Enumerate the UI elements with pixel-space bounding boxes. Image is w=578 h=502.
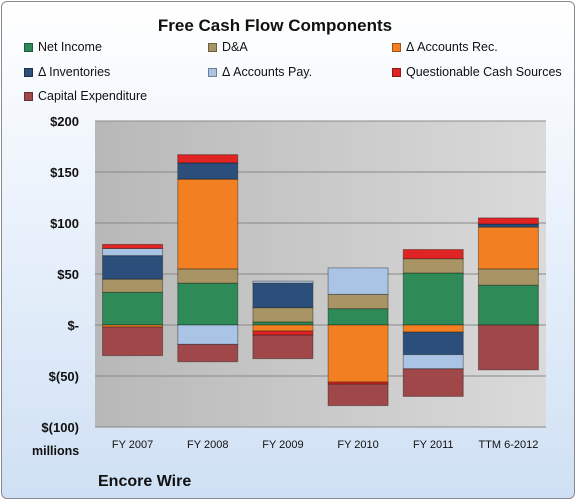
bar-segment [177, 162, 239, 180]
legend-swatch [392, 67, 401, 77]
bar-segment [177, 154, 239, 164]
bar-segment [252, 307, 314, 323]
y-tick-label: $(50) [49, 369, 79, 384]
legend-swatch [24, 91, 33, 101]
units-label: millions [32, 444, 80, 458]
bar-segment [402, 331, 464, 356]
legend-swatch [208, 42, 217, 52]
bar-segment [177, 282, 239, 326]
bar-segment [402, 272, 464, 326]
bar-segment [252, 334, 314, 360]
y-tick-label: $(100) [41, 420, 79, 435]
bar-segment [477, 324, 539, 371]
bar-segment [252, 282, 314, 309]
legend-swatch [392, 42, 401, 52]
bar-segment [327, 267, 389, 295]
chart-title: Free Cash Flow Components [157, 16, 393, 35]
legend-item-d-and-a: D&A [208, 40, 248, 54]
legend-item-accounts-pay: Δ Accounts Pay. [208, 65, 312, 79]
bar-segment [177, 268, 239, 284]
bar-segment [402, 324, 464, 333]
legend-label: Δ Accounts Rec. [406, 40, 498, 54]
legend-label: Net Income [38, 40, 102, 54]
x-tick-label: FY 2010 [337, 439, 378, 451]
legend-swatch [24, 42, 33, 52]
bar-segment [252, 330, 314, 336]
legend-item-inventories: Δ Inventories [24, 65, 110, 79]
bar-segment [477, 284, 539, 326]
bar-segment [327, 383, 389, 407]
bar-segment [252, 324, 314, 332]
y-tick-label: $50 [57, 267, 79, 282]
y-tick-label: $150 [50, 165, 79, 180]
bar-segment [102, 243, 164, 249]
bar-segment [102, 248, 164, 257]
legend-label: Δ Accounts Pay. [222, 65, 313, 79]
legend-item-questionable-cash: Questionable Cash Sources [392, 65, 562, 79]
legend-item-accounts-rec: Δ Accounts Rec. [392, 40, 498, 54]
bar-segment [177, 178, 239, 270]
bar-segment [102, 255, 164, 280]
bar-segment [477, 226, 539, 270]
y-tick-label: $200 [50, 114, 79, 129]
bar-segment [402, 368, 464, 397]
legend-item-net-income: Net Income [24, 40, 102, 54]
legend-label: Questionable Cash Sources [406, 65, 562, 79]
legend-swatch [24, 67, 33, 77]
x-tick-label: FY 2008 [187, 439, 228, 451]
bar-segment [327, 293, 389, 310]
bar-segment [177, 343, 239, 363]
legend-swatch [208, 67, 217, 77]
bar-segment [477, 217, 539, 225]
y-tick-label: $100 [50, 216, 79, 231]
legend-label: Δ Inventories [38, 65, 111, 79]
y-tick-label: $- [67, 318, 79, 333]
bar-segment [102, 278, 164, 293]
legend-label: Capital Expenditure [38, 89, 148, 103]
bar-segment [477, 223, 539, 228]
bar-segment [402, 249, 464, 260]
legend-label: D&A [222, 40, 248, 54]
x-tick-label: FY 2009 [262, 439, 303, 451]
bar-segment [477, 268, 539, 286]
x-tick-label: TTM 6-2012 [478, 439, 538, 451]
bar-segment [177, 324, 239, 345]
bar-segment [252, 280, 314, 284]
bar-segment [102, 291, 164, 326]
bar-segment [327, 308, 389, 326]
x-tick-label: FY 2011 [413, 439, 454, 451]
bar-segment [402, 258, 464, 274]
x-tick-label: FY 2007 [112, 439, 153, 451]
bar-segment [327, 324, 389, 383]
company-name: Encore Wire [98, 473, 192, 490]
bar-segment [102, 326, 164, 357]
bar-segment [402, 354, 464, 370]
legend-item-capital-expenditure: Capital Expenditure [24, 89, 147, 103]
